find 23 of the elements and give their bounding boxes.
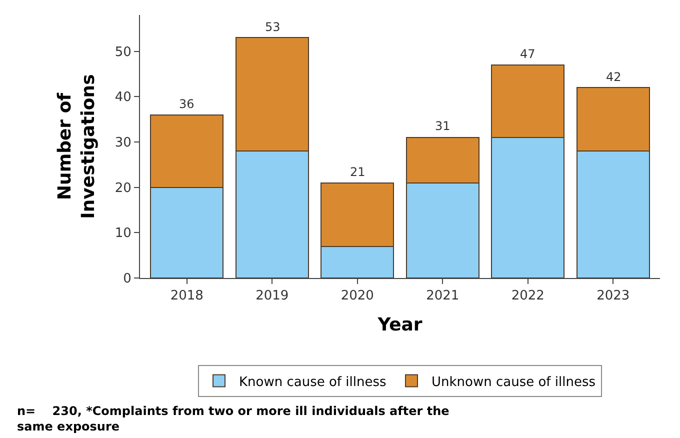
total-label: 21 xyxy=(350,165,366,179)
x-axis-title: Year xyxy=(376,314,422,336)
y-tick-label: 30 xyxy=(114,136,132,151)
x-tick-label: 2023 xyxy=(596,288,630,304)
total-label: 42 xyxy=(606,70,622,84)
x-tick-label: 2018 xyxy=(170,288,204,304)
legend-label: Known cause of illness xyxy=(239,374,386,390)
y-axis-title: Number of Investigations xyxy=(54,74,100,219)
total-label: 31 xyxy=(435,119,450,133)
x-tick-label: 2021 xyxy=(426,288,460,304)
y-tick-label: 50 xyxy=(114,44,132,60)
y-tick-label: 10 xyxy=(114,226,132,242)
y-tick-label: 20 xyxy=(114,180,132,196)
total-label: 47 xyxy=(520,47,536,61)
x-tick-label: 2019 xyxy=(256,288,289,304)
total-label: 53 xyxy=(265,20,280,34)
legend-label: Unknown cause of illness xyxy=(431,374,596,390)
total-label: 36 xyxy=(179,97,194,111)
y-tick-label: 0 xyxy=(123,272,132,287)
text: n= 230, *Complaints from two or more ill individuals after the same exposure xyxy=(17,404,450,434)
y-tick-label: 40 xyxy=(114,90,132,106)
x-tick-label: 2022 xyxy=(511,288,544,304)
x-tick-label: 2020 xyxy=(340,288,374,304)
